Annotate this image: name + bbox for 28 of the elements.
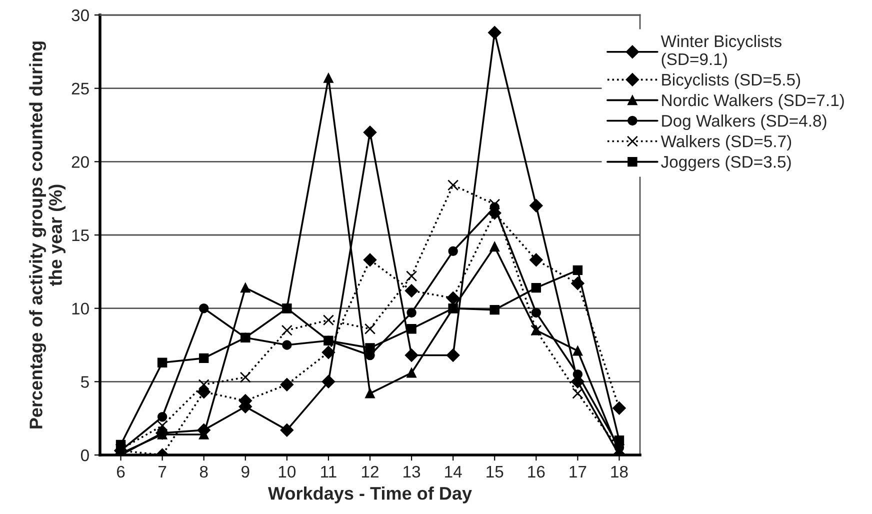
legend-label: Winter Bicyclists (SD=9.1) bbox=[660, 34, 782, 68]
legend-label: Joggers (SD=3.5) bbox=[661, 156, 791, 172]
y-axis-title: Percentage of activity groups counted during the year (%) bbox=[29, 42, 66, 428]
x-tick-label: 18 bbox=[611, 466, 628, 478]
y-tick-label: 20 bbox=[72, 156, 89, 168]
legend-label: Dog Walkers (SD=4.8) bbox=[662, 114, 826, 130]
legend-label: Nordic Walkers (SD=7.1) bbox=[662, 94, 844, 110]
x-tick-label: 9 bbox=[242, 466, 250, 478]
y-tick-label: 25 bbox=[72, 82, 89, 95]
y-tick-label: 5 bbox=[80, 376, 89, 388]
x-tick-label: 17 bbox=[570, 466, 586, 478]
x-tick-label: 15 bbox=[486, 466, 504, 478]
x-tick-label: 14 bbox=[445, 466, 462, 478]
x-tick-label: 13 bbox=[404, 466, 420, 478]
x-tick-label: 8 bbox=[200, 466, 208, 478]
x-tick-label: 16 bbox=[528, 466, 545, 478]
legend-label: Bicyclists (SD=5.5) bbox=[662, 73, 800, 89]
y-tick-label: 10 bbox=[72, 302, 89, 315]
y-tick-label: 30 bbox=[72, 9, 89, 22]
x-axis-title: Workdays - Time of Day bbox=[268, 486, 472, 504]
x-tick-label: 7 bbox=[158, 466, 166, 478]
legend-label: Walkers (SD=5.7) bbox=[660, 135, 792, 151]
y-tick-label: 15 bbox=[72, 230, 89, 242]
x-tick-label: 11 bbox=[321, 466, 336, 478]
x-tick-label: 12 bbox=[362, 466, 378, 478]
x-tick-label: 6 bbox=[116, 466, 125, 478]
y-tick-label: 0 bbox=[80, 449, 89, 462]
x-tick-label: 10 bbox=[278, 466, 296, 478]
